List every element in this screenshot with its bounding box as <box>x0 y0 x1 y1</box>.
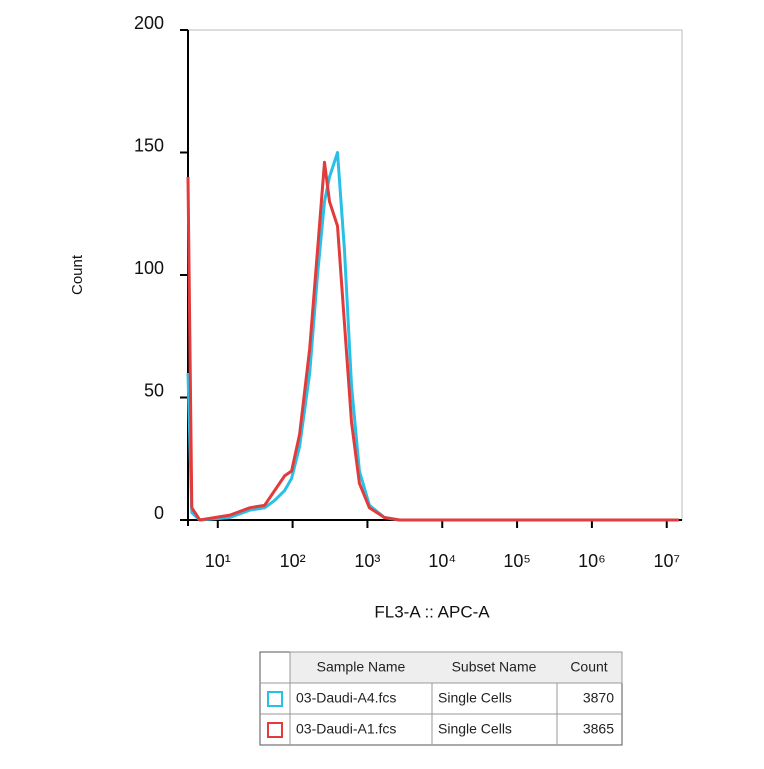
series-line <box>186 151 679 522</box>
x-tick-label: 10¹ <box>205 551 231 571</box>
y-tick-label: 100 <box>134 258 164 278</box>
x-tick-label: 10² <box>280 551 306 571</box>
table-header-bg <box>289 651 623 684</box>
y-tick-label: 50 <box>144 380 164 400</box>
legend-subset: Single Cells <box>438 690 512 706</box>
x-tick-label: 10⁶ <box>578 551 605 571</box>
x-tick-label: 10⁵ <box>503 551 530 571</box>
table-header: Sample Name <box>317 659 406 675</box>
legend-name: 03-Daudi-A4.fcs <box>296 690 396 706</box>
series-line <box>186 160 679 522</box>
legend-count: 3865 <box>583 721 614 737</box>
legend-name: 03-Daudi-A1.fcs <box>296 721 396 737</box>
y-tick-label: 0 <box>154 503 164 523</box>
table-header: Subset Name <box>452 659 537 675</box>
legend-subset: Single Cells <box>438 721 512 737</box>
plot-frame <box>187 29 683 521</box>
x-tick-label: 10³ <box>354 551 380 571</box>
legend-swatch <box>267 691 283 707</box>
x-axis-label: FL3-A :: APC-A <box>374 602 490 621</box>
legend-count: 3870 <box>583 690 614 706</box>
legend-swatch <box>267 722 283 738</box>
legend-table: Sample Name Subset Name Count 03-Daudi-A4.f… <box>259 651 623 746</box>
x-tick-label: 10⁴ <box>428 551 456 571</box>
x-tick-label: 10⁷ <box>653 551 680 571</box>
y-axis-label: Count <box>69 254 86 295</box>
y-tick-label: 150 <box>134 135 164 155</box>
y-tick-label: 200 <box>134 13 164 33</box>
table-header: Count <box>570 659 607 675</box>
